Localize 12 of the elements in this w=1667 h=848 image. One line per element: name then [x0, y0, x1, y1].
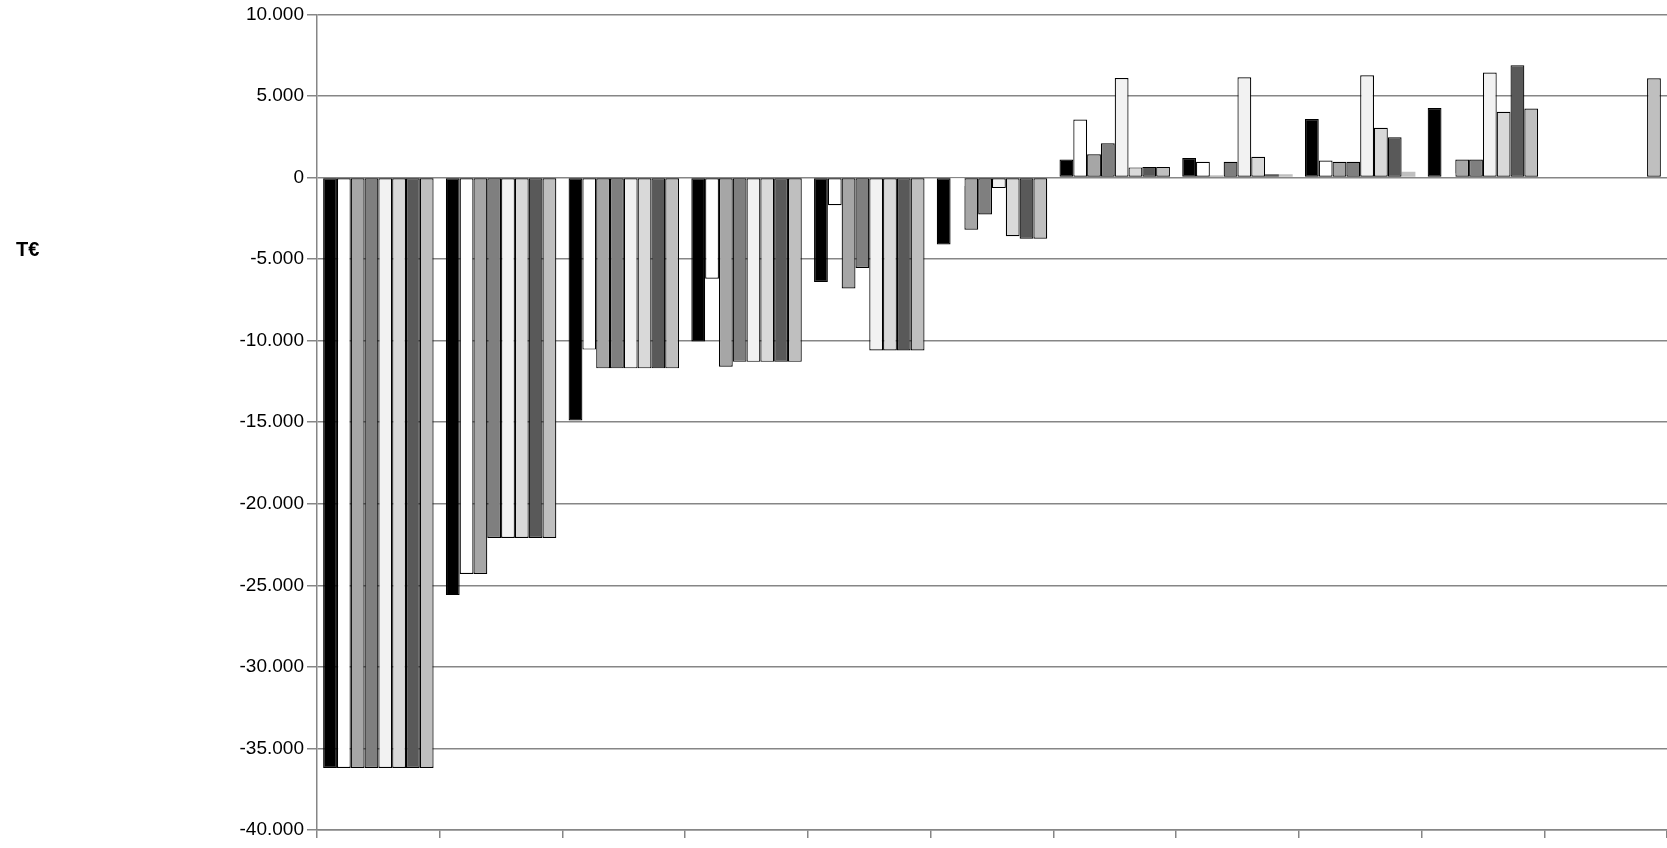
y-tick-label: -35.000 [239, 736, 304, 758]
y-tick-label: 0 [293, 165, 304, 187]
y-tick-label: -20.000 [239, 491, 304, 513]
y-tick-label: -10.000 [239, 328, 304, 350]
text: T€ [16, 237, 40, 260]
y-tick-label: -40.000 [239, 818, 304, 840]
y-tick-label: 5.000 [256, 84, 304, 106]
y-tick-label: -25.000 [239, 573, 304, 595]
y-tick-label: -30.000 [239, 655, 304, 677]
y-tick-label: 10.000 [245, 2, 304, 24]
y-tick-label: -5.000 [250, 247, 304, 269]
y-tick-label: -15.000 [239, 410, 304, 432]
